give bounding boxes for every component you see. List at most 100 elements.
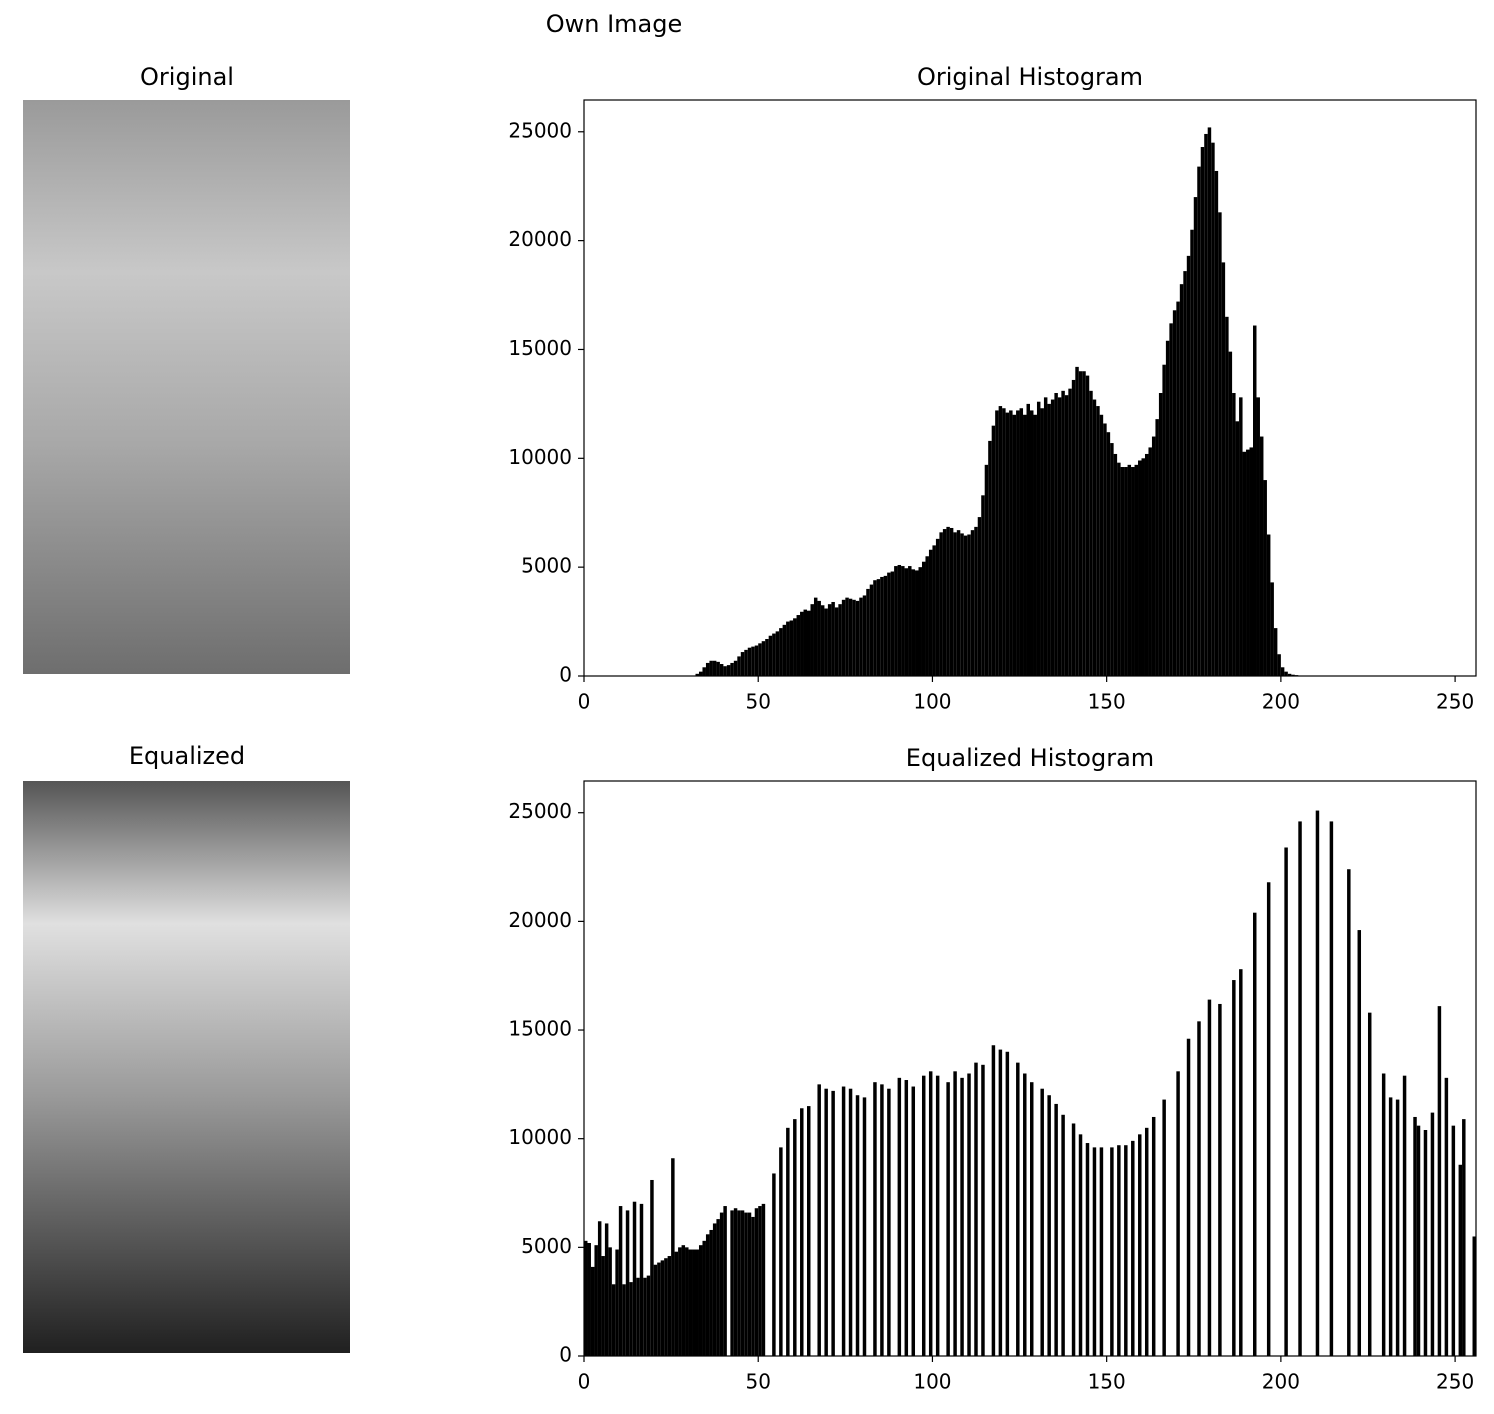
bar <box>852 599 856 676</box>
bar <box>597 1221 602 1356</box>
bar <box>590 1266 595 1356</box>
bar <box>939 532 943 676</box>
bar <box>1169 323 1173 676</box>
bar <box>1232 980 1236 1356</box>
bar <box>698 1245 703 1356</box>
bar <box>1207 999 1212 1356</box>
bar <box>1158 393 1163 676</box>
y-tick-label: 5000 <box>521 1234 572 1258</box>
chart-title: Original Histogram <box>917 63 1143 91</box>
bar <box>1225 316 1229 676</box>
bar <box>695 1249 699 1356</box>
bar <box>869 584 874 676</box>
bar <box>855 600 860 676</box>
bar <box>918 567 922 676</box>
bar <box>897 564 902 676</box>
original-image <box>23 100 350 674</box>
bar <box>1176 1071 1180 1356</box>
bar <box>681 1245 686 1356</box>
bar <box>1002 408 1006 676</box>
bar <box>1458 1164 1463 1356</box>
bar <box>800 1108 804 1356</box>
bar <box>876 579 881 676</box>
bar <box>1092 399 1097 676</box>
bar <box>1190 229 1194 676</box>
bar <box>1016 1062 1020 1356</box>
bar <box>719 664 724 676</box>
bar <box>1117 462 1121 676</box>
bar <box>998 1049 1003 1356</box>
bar <box>1402 1075 1407 1356</box>
bar <box>1099 414 1104 676</box>
bar <box>629 1282 633 1356</box>
bar <box>1347 869 1351 1356</box>
bar <box>953 1071 957 1356</box>
bar <box>831 1090 835 1356</box>
bar <box>1193 197 1198 676</box>
x-tick-label: 250 <box>1436 690 1474 714</box>
bar <box>1110 1147 1114 1356</box>
bar <box>1273 628 1278 676</box>
bar <box>789 620 794 676</box>
bar <box>1242 451 1247 676</box>
x-tick-label: 0 <box>578 1370 591 1394</box>
bar <box>688 1249 693 1356</box>
bar <box>608 1247 612 1356</box>
bar <box>817 1084 821 1356</box>
bar <box>1259 436 1264 676</box>
bar <box>1256 397 1260 676</box>
bar <box>1472 1236 1476 1356</box>
bar <box>1357 930 1362 1356</box>
bar <box>1068 388 1072 676</box>
bar <box>1005 412 1010 676</box>
bar <box>1253 912 1257 1356</box>
bar <box>1235 421 1240 676</box>
bar <box>1023 1073 1027 1356</box>
bar <box>716 1219 720 1356</box>
bar <box>911 569 916 676</box>
bar <box>1388 1097 1393 1356</box>
bar <box>1144 453 1149 676</box>
bar <box>754 1208 759 1356</box>
bar <box>1078 1134 1083 1356</box>
bar <box>1218 212 1222 676</box>
y-tick-label: 25000 <box>508 118 572 142</box>
bar <box>1218 1003 1222 1356</box>
bar <box>810 604 814 676</box>
bar <box>1249 447 1253 676</box>
bar <box>1071 1123 1076 1356</box>
bar <box>1134 464 1139 676</box>
bar <box>1106 432 1111 676</box>
bar <box>1078 371 1083 676</box>
bar <box>737 656 741 676</box>
bar <box>782 624 787 676</box>
bar <box>1266 882 1271 1356</box>
y-tick-label: 20000 <box>508 908 572 932</box>
bar <box>977 517 982 676</box>
bar <box>824 608 828 676</box>
bar <box>674 1251 679 1356</box>
bar <box>1221 262 1226 676</box>
bar <box>1263 480 1267 676</box>
bar <box>692 1249 696 1356</box>
bar <box>719 1212 724 1356</box>
bar <box>1030 410 1034 676</box>
bar <box>841 1086 846 1356</box>
bar <box>772 633 776 676</box>
x-tick-label: 50 <box>745 690 770 714</box>
bar <box>1144 1127 1149 1356</box>
bar <box>925 556 929 676</box>
x-tick-label: 250 <box>1436 1370 1474 1394</box>
bar <box>1162 1099 1166 1356</box>
bar <box>859 597 863 676</box>
bar <box>625 1210 630 1356</box>
bar <box>1246 449 1250 676</box>
bar <box>915 570 919 676</box>
bar <box>998 406 1003 676</box>
bar <box>838 604 842 676</box>
bar <box>664 1258 668 1356</box>
bar <box>1117 1145 1121 1356</box>
bar <box>883 575 888 676</box>
bar <box>862 1097 867 1356</box>
